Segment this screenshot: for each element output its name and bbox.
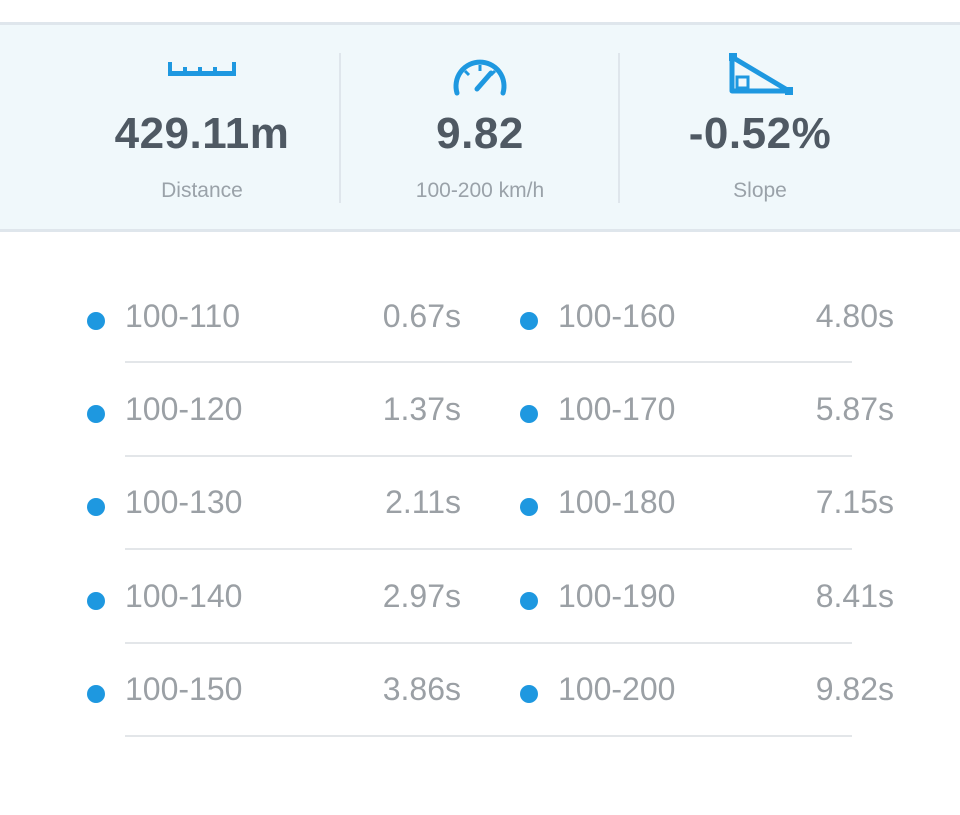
slope-triangle-icon: [725, 51, 795, 102]
bullet-dot: [520, 685, 538, 703]
bullet-dot: [87, 312, 105, 330]
stats-panel: 429.11m Distance 9.82 100-200 km/h: [0, 22, 960, 232]
bullet-dot: [87, 498, 105, 516]
time-value: 0.67s: [382, 298, 461, 334]
bullet-dot: [87, 685, 105, 703]
speed-value: 9.82: [436, 109, 524, 158]
range-label: 100-130: [125, 484, 243, 520]
speed-label: 100-200 km/h: [415, 179, 545, 202]
list-item: 100-170 5.87s: [480, 377, 960, 437]
list-item: 100-150 3.86s: [0, 657, 480, 717]
time-value: 9.82s: [815, 671, 894, 707]
bullet-dot: [520, 498, 538, 516]
list-item: 100-190 8.41s: [480, 564, 960, 624]
time-value: 4.80s: [815, 298, 894, 334]
list-item: 100-200 9.82s: [480, 657, 960, 717]
slope-value: -0.52%: [688, 109, 832, 158]
distance-label: Distance: [161, 179, 243, 202]
row-divider: [125, 642, 852, 644]
time-value: 8.41s: [815, 578, 894, 614]
list-item: 100-180 7.15s: [480, 470, 960, 530]
range-label: 100-180: [558, 484, 676, 520]
list-item: 100-110 0.67s: [0, 284, 480, 344]
bullet-dot: [520, 405, 538, 423]
range-label: 100-120: [125, 391, 243, 427]
list-item: 100-120 1.37s: [0, 377, 480, 437]
time-value: 7.15s: [815, 484, 894, 520]
list-item: 100-160 4.80s: [480, 284, 960, 344]
range-label: 100-160: [558, 298, 676, 334]
bullet-dot: [520, 592, 538, 610]
range-label: 100-150: [125, 671, 243, 707]
time-value: 5.87s: [815, 391, 894, 427]
range-label: 100-190: [558, 578, 676, 614]
stat-divider: [339, 53, 341, 203]
time-value: 3.86s: [382, 671, 461, 707]
distance-stat: 429.11m Distance: [62, 25, 342, 229]
range-label: 100-170: [558, 391, 676, 427]
slope-label: Slope: [733, 179, 787, 202]
slope-stat: -0.52% Slope: [620, 25, 900, 229]
stat-divider: [618, 53, 620, 203]
speed-stat: 9.82 100-200 km/h: [340, 25, 620, 229]
range-label: 100-110: [125, 298, 241, 334]
list-item: 100-130 2.11s: [0, 470, 480, 530]
time-value: 2.11s: [385, 484, 461, 520]
ruler-icon: [166, 59, 238, 84]
time-value: 1.37s: [382, 391, 461, 427]
row-divider: [125, 455, 852, 457]
bullet-dot: [87, 592, 105, 610]
row-divider: [125, 548, 852, 550]
bullet-dot: [520, 312, 538, 330]
list-item: 100-140 2.97s: [0, 564, 480, 624]
range-label: 100-200: [558, 671, 676, 707]
time-value: 2.97s: [382, 578, 461, 614]
row-divider: [125, 735, 852, 737]
range-label: 100-140: [125, 578, 243, 614]
row-divider: [125, 361, 852, 363]
bullet-dot: [87, 405, 105, 423]
distance-value: 429.11m: [114, 109, 290, 158]
speedometer-icon: [451, 53, 509, 102]
